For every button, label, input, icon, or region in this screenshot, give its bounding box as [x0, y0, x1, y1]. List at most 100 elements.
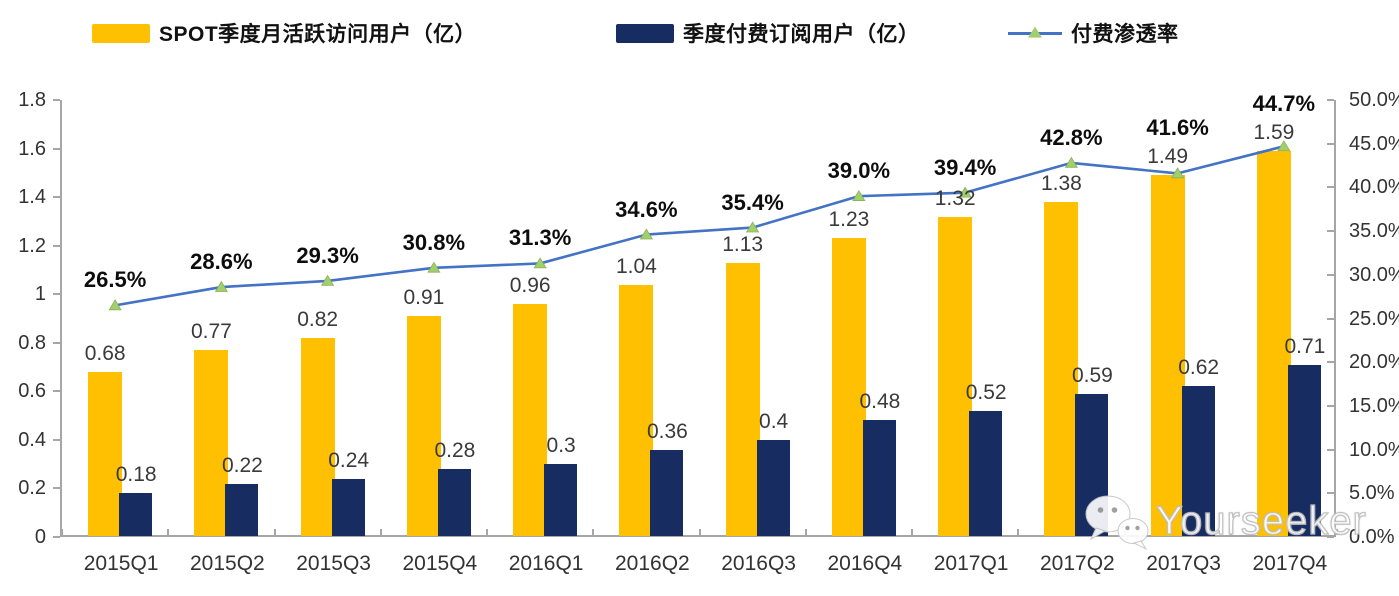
- subscribers-value-label: 0.28: [434, 439, 476, 463]
- bar-mau: [194, 350, 229, 536]
- y-axis-tick: [53, 244, 60, 247]
- y-axis-right-line: [1334, 100, 1336, 537]
- x-axis-category-label: 2017Q1: [933, 552, 1009, 575]
- penetration-value-label: 28.6%: [190, 249, 253, 275]
- mau-value-label: 1.49: [1147, 145, 1189, 169]
- y-axis-tick: [53, 293, 60, 296]
- x-axis-tick: [1229, 529, 1232, 535]
- y-axis-label: 0.4: [18, 428, 46, 451]
- penetration-value-label: 30.8%: [402, 229, 466, 255]
- y-axis-right-label: 25.0%: [1349, 307, 1399, 330]
- x-axis-tick: [698, 529, 701, 535]
- y-axis-right-tick: [1327, 99, 1334, 101]
- subscribers-value-label: 0.3: [546, 434, 576, 458]
- penetration-value-label: 42.8%: [1040, 124, 1103, 150]
- legend-item-mau: SPOT季度月活跃访问用户（亿）: [92, 20, 476, 46]
- triangle-marker-icon: [1028, 26, 1042, 38]
- line-marker: [639, 228, 653, 240]
- x-axis-category-label: 2016Q4: [827, 552, 903, 575]
- subscribers-value-label: 0.62: [1178, 356, 1220, 380]
- bar-subscribers: [1287, 364, 1321, 536]
- penetration-value-label: 34.6%: [615, 196, 678, 222]
- mau-value-label: 0.96: [509, 273, 551, 297]
- watermark: Yourseeker: [1082, 492, 1367, 550]
- y-axis-label: 1.2: [18, 234, 46, 257]
- line-marker: [852, 189, 866, 201]
- mau-value-label: 1.32: [934, 186, 976, 210]
- x-axis-category-label: 2015Q1: [83, 552, 159, 575]
- line-marker: [533, 257, 547, 269]
- mau-series-swatch: [92, 23, 150, 43]
- bar-mau: [300, 337, 335, 536]
- penetration-value-label: 39.0%: [827, 158, 891, 184]
- y-axis-label: 0.8: [18, 331, 46, 354]
- bar-mau: [619, 284, 654, 536]
- subscribers-value-label: 0.4: [759, 409, 789, 433]
- y-axis-right-tick: [1327, 273, 1334, 276]
- x-axis-tick: [592, 529, 595, 535]
- y-axis-right-label: 35.0%: [1349, 220, 1399, 243]
- bar-mau: [513, 303, 548, 536]
- penetration-value-label: 26.5%: [83, 267, 147, 293]
- subscribers-value-label: 0.18: [115, 463, 157, 487]
- y-axis-label: 1.8: [18, 89, 46, 111]
- legend-label-subscribers: 季度付费订阅用户（亿）: [683, 23, 920, 46]
- y-axis-tick: [53, 147, 60, 150]
- y-axis-right-label: 15.0%: [1349, 394, 1399, 417]
- bar-subscribers: [969, 410, 1003, 536]
- x-axis-tick: [61, 529, 63, 535]
- x-axis-tick: [1336, 529, 1338, 535]
- x-axis-tick: [911, 529, 913, 535]
- bar-mau: [725, 262, 760, 536]
- y-axis-label: 1.6: [18, 137, 46, 160]
- penetration-value-label: 39.4%: [933, 154, 997, 180]
- y-axis-tick: [53, 487, 60, 490]
- legend-label-mau: SPOT季度月活跃访问用户（亿）: [159, 23, 477, 46]
- y-axis-right-tick: [1327, 142, 1334, 145]
- legend-label-penetration: 付费渗透率: [1071, 23, 1179, 46]
- y-axis-right-tick: [1327, 186, 1334, 189]
- watermark-text: Yourseeker: [1155, 498, 1367, 543]
- mau-value-label: 1.23: [828, 208, 870, 232]
- y-axis-label: 1: [34, 283, 46, 306]
- line-marker: [427, 261, 441, 273]
- y-axis-tick: [53, 341, 60, 344]
- penetration-value-label: 41.6%: [1146, 115, 1209, 141]
- bar-subscribers: [544, 464, 578, 536]
- y-axis-tick: [53, 99, 60, 101]
- mau-value-label: 0.82: [297, 307, 339, 331]
- bar-subscribers: [756, 439, 790, 536]
- y-axis-right-tick: [1327, 448, 1334, 451]
- mau-value-label: 1.04: [615, 254, 657, 278]
- penetration-value-label: 29.3%: [296, 242, 359, 268]
- bar-mau: [406, 316, 441, 536]
- line-path: [114, 145, 1285, 307]
- bar-mau: [88, 371, 123, 536]
- penetration-line-swatch: [1008, 26, 1062, 38]
- legend-item-subscribers: 季度付费订阅用户（亿）: [616, 20, 920, 46]
- line-marker: [746, 221, 760, 233]
- bar-subscribers: [331, 478, 365, 536]
- y-axis-left-line: [60, 100, 62, 537]
- y-axis-tick: [53, 536, 60, 538]
- subscribers-value-label: 0.71: [1284, 334, 1326, 358]
- y-axis-right-tick: [1327, 492, 1334, 495]
- y-axis-tick: [53, 390, 60, 393]
- x-axis-category-label: 2017Q3: [1146, 552, 1221, 575]
- x-axis-category-label: 2016Q2: [615, 552, 690, 575]
- y-axis-label: 0.6: [18, 380, 46, 403]
- subscribers-value-label: 0.52: [965, 380, 1007, 404]
- bar-subscribers: [225, 483, 259, 536]
- y-axis-right-label: 45.0%: [1349, 132, 1399, 155]
- bar-mau: [831, 238, 866, 536]
- penetration-value-label: 31.3%: [508, 225, 572, 251]
- y-axis-right-label: 5.0%: [1349, 482, 1395, 505]
- bar-mau: [938, 216, 973, 536]
- y-axis-right-tick: [1327, 361, 1334, 364]
- subscribers-value-label: 0.22: [221, 453, 263, 477]
- x-axis-tick: [273, 529, 276, 535]
- x-axis-tick: [1017, 529, 1020, 535]
- legend: SPOT季度月活跃访问用户（亿） 季度付费订阅用户（亿） 付费渗透率: [0, 0, 1399, 60]
